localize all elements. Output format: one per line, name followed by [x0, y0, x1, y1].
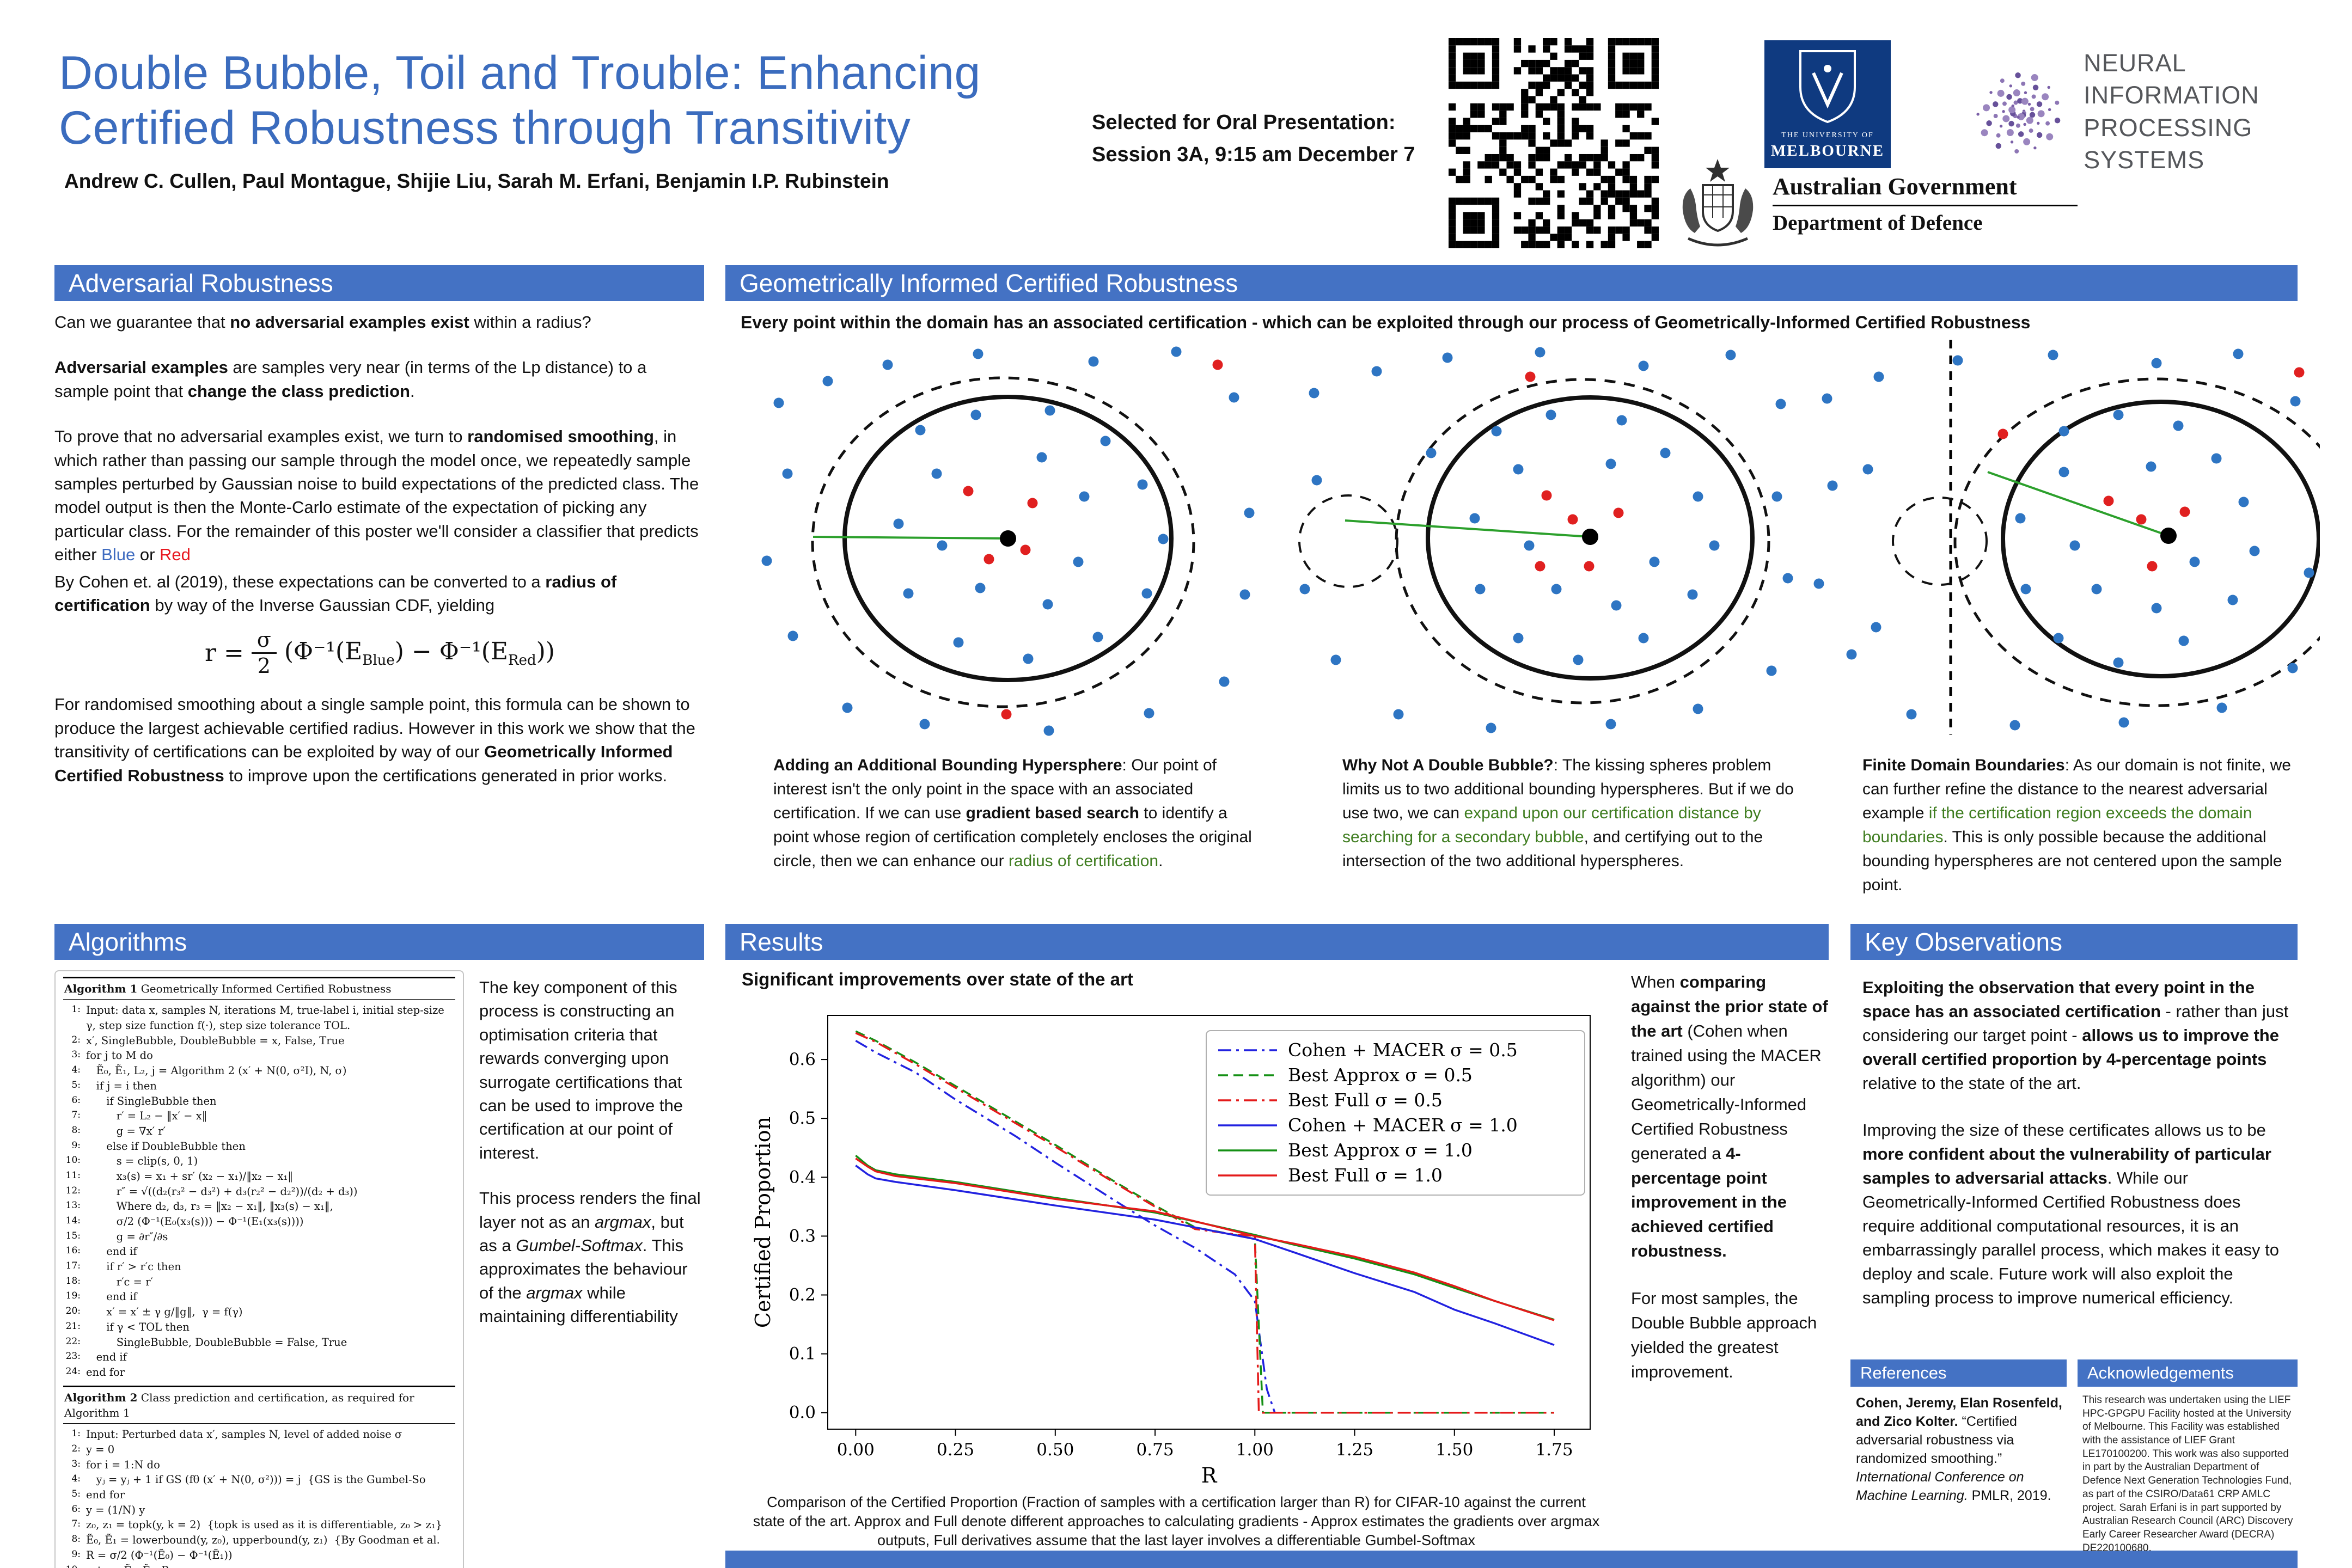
uom-shield-figure [1812, 72, 1843, 109]
section-header-adversarial-robustness: Adversarial Robustness [54, 265, 704, 301]
uom-shield-figure-head [1824, 65, 1831, 72]
crest-emu [1736, 188, 1754, 233]
svg-text:1.75: 1.75 [1536, 1440, 1573, 1460]
section-header-results: Results [725, 924, 1829, 960]
algorithms-side-paragraph-1: The key component of this process is con… [479, 978, 683, 1162]
algorithm-2-body: 1: Input: Perturbed data x′, samples N, l… [66, 1428, 443, 1568]
qr-code [1449, 38, 1659, 248]
svg-text:Best Full σ = 1.0: Best Full σ = 1.0 [1288, 1165, 1443, 1186]
crest-scroll [1687, 237, 1748, 247]
algorithm-2-title: Algorithm 2 Class prediction and certifi… [63, 1385, 455, 1424]
caption-double-bubble: Why Not A Double Bubble?: The kissing sp… [1342, 756, 1794, 871]
crest-star [1706, 159, 1730, 182]
caption-additional-bounding-hypersphere: Adding an Additional Bounding Hyperspher… [773, 756, 1252, 871]
svg-text:0.0: 0.0 [789, 1403, 816, 1423]
uom-text-large: MELBOURNE [1771, 142, 1884, 160]
footer-bar [725, 1551, 2298, 1568]
neurips-logo-text: NEURAL INFORMATION PROCESSING SYSTEMS [2084, 47, 2352, 176]
figure-finite-domain-boundaries [1813, 340, 2320, 735]
svg-text:1.25: 1.25 [1336, 1440, 1373, 1460]
oral-line2: Session 3A, 9:15 am December 7 [1092, 143, 1415, 166]
svg-text:Certified Proportion: Certified Proportion [751, 1117, 775, 1328]
results-chart: 0.00 0.25 0.50 0.75 1.00 1.25 1.50 1.75 0.0 0.1 0.… [751, 1015, 1591, 1487]
svg-text:0.50: 0.50 [1036, 1440, 1074, 1460]
section-header-acknowledgements: Acknowledgements [2078, 1359, 2298, 1387]
results-headline: Significant improvements over state of t… [742, 969, 1133, 989]
australian-government-text: Australian Government Department of Defe… [1773, 173, 2078, 235]
algorithms-listing: Algorithm 1 Geometrically Informed Certi… [54, 970, 464, 1568]
australian-government-line: Australian Government [1773, 173, 2017, 200]
svg-text:0.1: 0.1 [789, 1344, 816, 1364]
svg-text:0.3: 0.3 [789, 1226, 816, 1246]
randomised-smoothing-paragraph: To prove that no adversarial examples ex… [54, 427, 699, 565]
neurips-text-line2: PROCESSING SYSTEMS [2084, 113, 2253, 174]
key-observations-paragraph-2: Improving the size of these certificates… [1862, 1120, 2279, 1308]
svg-text:1.50: 1.50 [1435, 1440, 1473, 1460]
gov-divider [1773, 204, 2078, 206]
adversarial-robustness-section: Can we guarantee that no adversarial exa… [54, 310, 705, 809]
svg-text:Best Approx σ = 1.0: Best Approx σ = 1.0 [1288, 1140, 1473, 1161]
crest-kangaroo [1682, 188, 1700, 233]
key-observations-paragraph-1: Exploiting the observation that every po… [1862, 978, 2289, 1093]
svg-text:0.6: 0.6 [789, 1050, 816, 1069]
formula-lhs: r = [205, 639, 244, 667]
poster-title-line2: Certified Robustness through Transitivit… [59, 102, 911, 155]
results-side-paragraph-1: When comparing against the prior state o… [1631, 972, 1828, 1261]
figure-additional-bounding-hypersphere [761, 346, 1255, 736]
svg-text:Best Full σ = 0.5: Best Full σ = 0.5 [1288, 1089, 1443, 1111]
crest-shield-quarters [1703, 185, 1733, 218]
transitivity-paragraph: For randomised smoothing about a single … [54, 695, 695, 785]
svg-text:0.75: 0.75 [1137, 1440, 1174, 1460]
uom-shield-icon [1799, 50, 1856, 124]
svg-text:Best Approx σ = 0.5: Best Approx σ = 0.5 [1288, 1064, 1473, 1086]
crest-shield [1702, 184, 1734, 232]
svg-text:0.25: 0.25 [937, 1440, 974, 1460]
neurips-logo: NEURAL INFORMATION PROCESSING SYSTEMS [1972, 47, 2352, 176]
university-of-melbourne-logo: THE UNIVERSITY OF MELBOURNE [1764, 40, 1891, 168]
acknowledgements-text: This research was undertaken using the L… [2082, 1394, 2293, 1554]
svg-text:0.2: 0.2 [789, 1285, 816, 1305]
results-chart-caption: Comparison of the Certified Proportion (… [753, 1494, 1600, 1549]
svg-text:Cohen + MACER σ = 0.5: Cohen + MACER σ = 0.5 [1288, 1039, 1518, 1061]
oral-presentation-note: Selected for Oral Presentation: Session … [1092, 107, 1415, 171]
key-observations-section: Exploiting the observation that every po… [1862, 976, 2293, 1333]
algorithm-1-title: Algorithm 1 Geometrically Informed Certi… [63, 977, 455, 1000]
caption-finite-domain-boundaries: Finite Domain Boundaries: As our domain … [1862, 756, 2291, 895]
algorithms-side-text: The key component of this process is con… [479, 976, 705, 1350]
section-header-references: References [1850, 1359, 2067, 1387]
results-side-text: When comparing against the prior state o… [1631, 970, 1830, 1407]
svg-text:R: R [1201, 1463, 1218, 1487]
neurips-logo-mark-icon [1976, 72, 2061, 154]
algorithm-1-body: 1: Input: data x, samples N, iterations M… [65, 1004, 448, 1379]
section-header-gicr: Geometrically Informed Certified Robustn… [725, 265, 2298, 301]
cohen-paragraph: By Cohen et. al (2019), these expectatio… [54, 572, 617, 615]
neurips-text-line1: NEURAL INFORMATION [2084, 49, 2259, 109]
svg-text:0.4: 0.4 [789, 1167, 816, 1187]
gicr-intro-line: Every point within the domain has an ass… [741, 313, 2031, 332]
references-text: Cohen, Jeremy, Elan Rosenfeld, and Zico … [1856, 1395, 2062, 1503]
svg-text:1.00: 1.00 [1236, 1440, 1274, 1460]
results-side-paragraph-2: For most samples, the Double Bubble appr… [1631, 1289, 1817, 1382]
section-header-algorithms: Algorithms [54, 924, 704, 960]
poster-title-line1: Double Bubble, Toil and Trouble: Enhanci… [59, 47, 981, 99]
poster-authors: Andrew C. Cullen, Paul Montague, Shijie … [64, 170, 889, 192]
formula-body: (Φ⁻¹(EBlue) − Φ⁻¹(ERed)) [284, 638, 555, 669]
algorithms-side-paragraph-2: This process renders the final layer not… [479, 1189, 701, 1326]
oral-line1: Selected for Oral Presentation: [1092, 111, 1396, 134]
figure-double-bubble [1298, 347, 1793, 733]
department-of-defence-line: Department of Defence [1773, 211, 1983, 235]
svg-text:0.00: 0.00 [837, 1440, 875, 1460]
adversarial-question: Can we guarantee that no adversarial exa… [54, 313, 591, 332]
australian-government-crest-icon [1682, 159, 1754, 247]
poster-title: Double Bubble, Toil and Trouble: Enhanci… [59, 46, 981, 156]
adversarial-definition: Adversarial examples are samples very ne… [54, 358, 647, 401]
uom-text-small: THE UNIVERSITY OF [1781, 131, 1874, 139]
svg-text:0.5: 0.5 [789, 1108, 816, 1128]
section-header-key-observations: Key Observations [1850, 924, 2298, 960]
australian-government-logo: Australian Government Department of Defe… [1673, 157, 2078, 250]
svg-text:Cohen + MACER σ = 1.0: Cohen + MACER σ = 1.0 [1288, 1114, 1518, 1136]
